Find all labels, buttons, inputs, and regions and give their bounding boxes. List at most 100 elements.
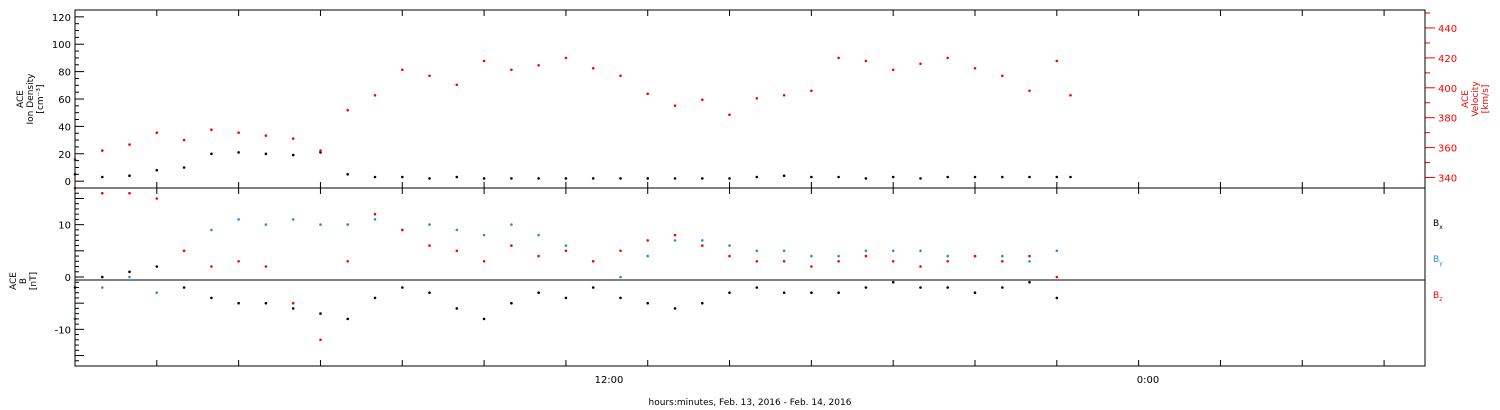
by-point	[237, 218, 240, 221]
x-tick-label-0000: 0:00	[1137, 375, 1159, 386]
by-point	[210, 228, 213, 232]
bz-point	[128, 191, 131, 195]
by-point	[1055, 249, 1059, 253]
density-point	[101, 175, 104, 179]
bz-point	[510, 244, 513, 247]
density-point	[1069, 175, 1072, 179]
velocity-point	[1028, 89, 1031, 93]
bx-point	[155, 265, 159, 268]
velocity-point	[891, 68, 895, 72]
velocity-point	[128, 143, 131, 146]
velocity-point	[837, 56, 840, 60]
by-point	[646, 254, 649, 258]
velocity-tick-label: 440	[1438, 24, 1457, 35]
velocity-point	[673, 104, 677, 107]
density-point	[373, 175, 377, 179]
bx-point	[619, 296, 622, 300]
by-point	[101, 286, 104, 289]
bx-point	[755, 286, 759, 289]
bx-point	[728, 291, 731, 295]
density-point	[782, 174, 786, 177]
by-point	[1001, 254, 1004, 258]
velocity-point	[237, 131, 240, 134]
density-point	[182, 166, 186, 169]
density-point	[1028, 175, 1031, 179]
density-axis-unit: [cm⁻³]	[36, 84, 46, 113]
bx-point	[646, 301, 649, 305]
bz-point	[482, 260, 486, 263]
bx-point	[182, 286, 186, 289]
velocity-point	[946, 56, 949, 60]
velocity-point	[482, 59, 486, 63]
bz-point	[619, 249, 622, 253]
by-point	[537, 233, 540, 237]
density-point	[673, 177, 677, 180]
b-axis-label-line-2: B	[19, 278, 29, 284]
density-point	[591, 177, 595, 180]
velocity-point	[455, 83, 459, 87]
bz-point	[1001, 260, 1004, 263]
velocity-point	[1055, 59, 1059, 63]
bz-point	[237, 260, 240, 263]
bz-point	[782, 260, 786, 263]
by-point	[782, 249, 786, 253]
x-tick-label-1200: 12:00	[595, 375, 624, 386]
bz-point	[919, 265, 922, 268]
bz-point	[428, 244, 431, 247]
magnetic-field-panel: -10 0 10 ACE B [nT] Bx By Bz	[9, 186, 1443, 367]
top-panel-data	[73, 56, 1072, 180]
bz-point	[946, 260, 949, 263]
density-axis-label-line-1: ACE	[16, 90, 26, 108]
density-point	[973, 175, 977, 179]
bz-point	[1028, 254, 1031, 258]
velocity-point	[537, 64, 540, 67]
bx-point	[510, 301, 513, 305]
bx-point	[564, 296, 568, 300]
velocity-point	[755, 97, 759, 100]
by-point	[155, 291, 159, 295]
density-point	[1055, 175, 1059, 179]
density-point	[891, 175, 895, 179]
bz-point	[864, 254, 868, 258]
bx-point	[1055, 296, 1059, 300]
bx-point	[946, 286, 949, 289]
by-point	[428, 223, 431, 226]
velocity-point	[591, 67, 595, 70]
velocity-tick-label: 360	[1438, 144, 1457, 155]
density-axis-label-line-2: Ion Density	[26, 73, 36, 125]
velocity-point	[619, 74, 622, 78]
by-point	[128, 275, 131, 279]
velocity-point	[291, 137, 295, 140]
velocity-point	[782, 94, 786, 97]
density-point	[455, 175, 459, 179]
density-point	[346, 173, 350, 176]
bx-point	[346, 317, 350, 321]
density-tick-label: 80	[58, 68, 71, 79]
by-point	[455, 228, 459, 232]
bx-point	[291, 307, 295, 310]
density-point	[946, 175, 949, 179]
by-point	[264, 223, 268, 226]
density-point	[755, 175, 759, 179]
bx-point	[537, 291, 540, 295]
bx-point	[455, 307, 459, 310]
bz-point	[728, 254, 731, 258]
density-point	[319, 151, 322, 154]
velocity-point	[728, 113, 731, 116]
bx-point	[237, 301, 240, 305]
bx-point	[810, 291, 813, 295]
bz-point	[891, 260, 895, 263]
bx-point	[373, 296, 377, 300]
density-point	[1001, 175, 1004, 179]
bx-point	[591, 286, 595, 289]
bx-point	[319, 312, 322, 315]
by-point	[482, 233, 486, 237]
bottom-panel-time-ticks	[74, 188, 1385, 366]
bz-point	[319, 338, 322, 342]
by-point	[946, 254, 949, 258]
bx-point	[973, 291, 977, 295]
density-point	[210, 152, 213, 156]
b-tick-label: 10	[58, 221, 71, 232]
density-point	[810, 175, 813, 179]
